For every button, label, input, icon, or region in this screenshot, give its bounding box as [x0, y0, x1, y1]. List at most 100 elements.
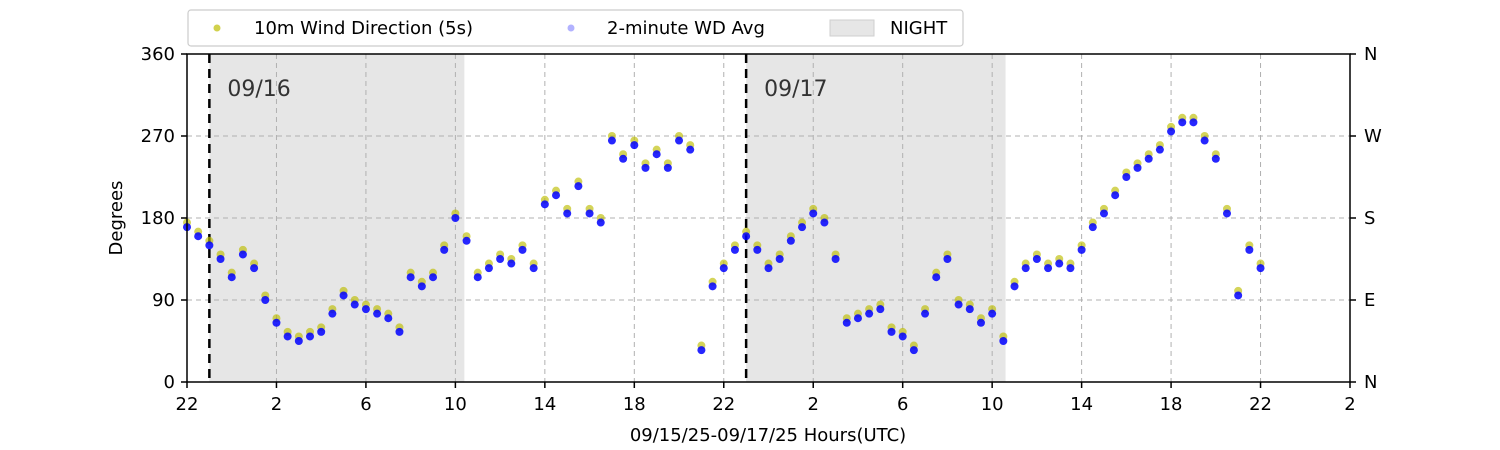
point-avg	[250, 264, 259, 273]
y-tick-label-left: 270	[141, 126, 175, 147]
point-avg	[227, 273, 236, 282]
point-avg	[719, 264, 728, 273]
point-avg	[1066, 264, 1075, 273]
point-avg	[630, 141, 639, 150]
point-avg	[1234, 291, 1243, 300]
point-avg	[406, 273, 415, 282]
x-tick-label: 2	[1344, 394, 1355, 415]
point-avg	[853, 314, 862, 323]
point-avg	[865, 309, 874, 318]
point-avg	[306, 332, 315, 341]
point-avg	[317, 327, 326, 336]
x-tick-label: 10	[981, 394, 1004, 415]
x-tick-label: 10	[444, 394, 467, 415]
point-avg	[1178, 118, 1187, 127]
point-avg	[1044, 264, 1053, 273]
point-avg	[607, 136, 616, 145]
point-avg	[1122, 173, 1131, 181]
point-avg	[294, 337, 303, 345]
point-avg	[697, 346, 706, 355]
point-avg	[1211, 154, 1220, 163]
point-avg	[675, 136, 684, 145]
y-axis-label: Degrees	[106, 181, 127, 256]
point-avg	[798, 223, 807, 232]
point-avg	[932, 273, 941, 282]
point-avg	[1222, 209, 1231, 218]
x-tick-label: 14	[1070, 394, 1093, 415]
point-avg	[585, 209, 594, 218]
point-avg	[1099, 209, 1108, 218]
point-avg	[417, 282, 426, 291]
x-tick-label: 22	[176, 394, 199, 415]
point-avg	[507, 259, 516, 268]
point-avg	[484, 264, 493, 273]
point-avg	[943, 255, 952, 263]
series-avg-layer	[183, 118, 1265, 355]
y-tick-label-right: E	[1364, 290, 1375, 311]
point-avg	[1167, 127, 1176, 136]
point-avg	[283, 332, 292, 341]
legend-label-5s: 10m Wind Direction (5s)	[254, 18, 473, 39]
y-tick-label-right: W	[1364, 126, 1382, 147]
point-avg	[261, 296, 270, 304]
point-avg	[898, 332, 907, 341]
x-tick-label: 6	[360, 394, 371, 415]
x-tick-label: 6	[897, 394, 908, 415]
point-avg	[742, 232, 751, 241]
point-avg	[350, 300, 359, 309]
x-tick-label: 2	[271, 394, 282, 415]
point-avg	[496, 255, 505, 263]
point-avg	[764, 264, 773, 273]
legend: 10m Wind Direction (5s) 2-minute WD Avg …	[187, 9, 964, 47]
point-avg	[1055, 259, 1064, 268]
point-avg	[730, 245, 739, 254]
point-avg	[1032, 255, 1041, 263]
point-avg	[451, 214, 460, 222]
point-avg	[921, 309, 930, 318]
point-avg	[194, 232, 203, 241]
point-avg	[954, 300, 963, 309]
point-avg	[1021, 264, 1030, 273]
point-avg	[272, 318, 281, 327]
point-avg	[976, 318, 985, 327]
legend-label-avg: 2-minute WD Avg	[607, 18, 765, 39]
legend-frame	[187, 9, 964, 47]
legend-patch-night	[829, 19, 875, 37]
x-tick-label: 2	[808, 394, 819, 415]
point-avg	[1144, 154, 1153, 163]
point-avg	[686, 145, 695, 154]
x-tick-label: 14	[533, 394, 556, 415]
point-avg	[1077, 245, 1086, 254]
point-avg	[786, 236, 795, 245]
night-shading-layer	[209, 54, 1006, 382]
point-avg	[809, 209, 818, 218]
x-axis-label: 09/15/25-09/17/25 Hours(UTC)	[630, 425, 906, 446]
point-avg	[518, 245, 527, 254]
night-band	[209, 54, 465, 382]
point-avg	[909, 346, 918, 355]
y-tick-label-left: 0	[164, 372, 175, 393]
point-avg	[652, 150, 661, 159]
y-tick-label-left: 90	[152, 290, 175, 311]
point-avg	[988, 309, 997, 318]
point-avg	[574, 182, 583, 191]
point-avg	[238, 250, 247, 259]
point-avg	[1155, 145, 1164, 154]
legend-label-night: NIGHT	[890, 18, 948, 39]
point-avg	[1256, 264, 1265, 273]
x-tick-label: 18	[1160, 394, 1183, 415]
point-avg	[876, 305, 885, 314]
point-avg	[440, 245, 449, 254]
point-avg	[1245, 245, 1254, 254]
point-avg	[1189, 118, 1198, 127]
point-avg	[641, 163, 650, 172]
point-avg	[462, 236, 471, 245]
point-avg	[429, 273, 438, 282]
point-avg	[1088, 223, 1097, 232]
point-avg	[540, 200, 549, 209]
day-marker-label: 09/16	[227, 77, 290, 102]
point-avg	[361, 305, 370, 314]
point-avg	[887, 327, 896, 336]
point-avg	[1133, 163, 1142, 172]
point-avg	[820, 218, 829, 227]
